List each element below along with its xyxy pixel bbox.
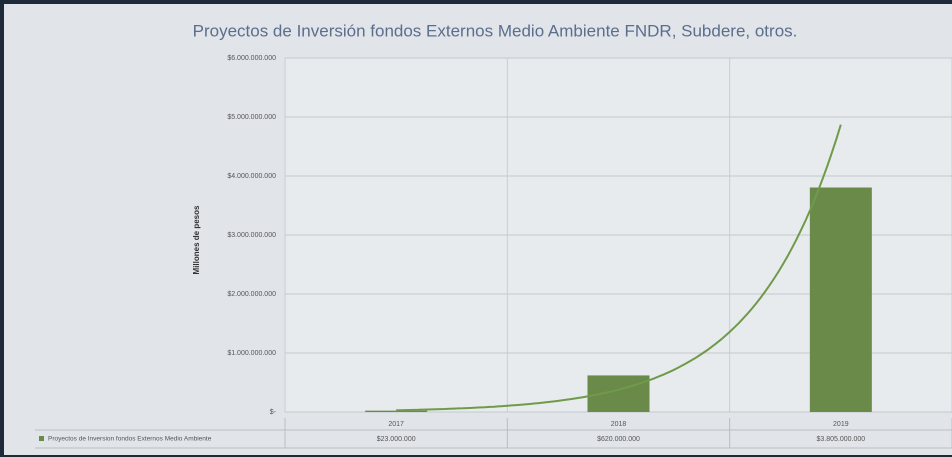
value-label: $620.000.000 (597, 436, 640, 443)
bar (809, 187, 872, 412)
y-tick-label: $3.000.000.000 (227, 232, 276, 239)
y-tick-label: $2.000.000.000 (227, 291, 276, 298)
legend-swatch (39, 436, 44, 441)
value-label: $23.000.000 (377, 436, 416, 443)
y-axis-label: Millones de pesos (192, 205, 201, 274)
trendline (396, 124, 842, 412)
y-tick-label: $4.000.000.000 (227, 173, 276, 180)
x-tick-label: 2018 (611, 421, 627, 428)
x-tick-label: 2019 (833, 421, 849, 428)
x-tick-label: 2017 (388, 421, 404, 428)
value-label: $3.805.000.000 (816, 436, 865, 443)
y-tick-label: $6.000.000.000 (227, 55, 276, 62)
y-tick-label: $- (270, 409, 277, 416)
bar (365, 410, 428, 412)
legend-label: Proyectos de Inversion fondos Externos M… (48, 436, 212, 443)
y-tick-label: $1.000.000.000 (227, 350, 276, 357)
chart-title: Proyectos de Inversión fondos Externos M… (193, 21, 798, 40)
y-tick-label: $5.000.000.000 (227, 114, 276, 121)
